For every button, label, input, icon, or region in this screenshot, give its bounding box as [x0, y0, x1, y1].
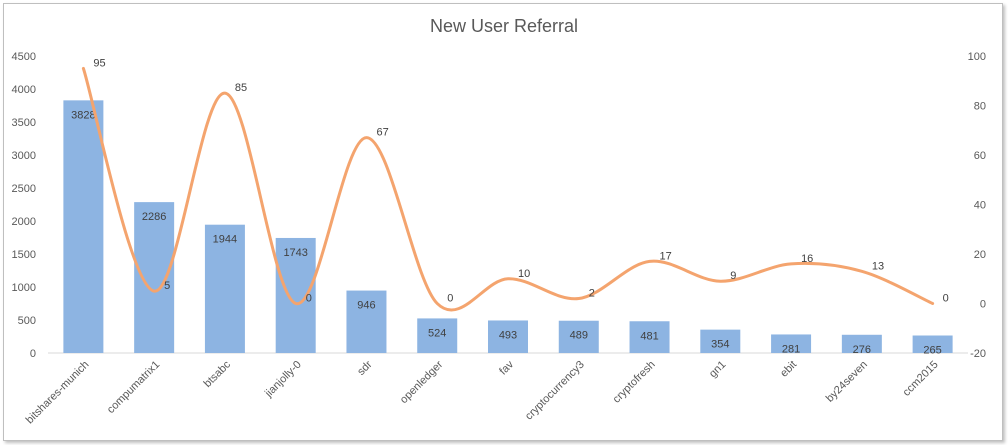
bar-data-label: 481	[640, 330, 658, 342]
bar	[558, 320, 599, 353]
bar	[700, 329, 741, 353]
line-data-label: 0	[306, 293, 312, 305]
line-data-labels: 95 5 85 0 67 0 10 2 17 9 16 13 0	[93, 57, 948, 304]
line-data-label: 16	[801, 253, 813, 265]
bar	[771, 334, 812, 353]
category-label: cryptofresh	[611, 359, 658, 406]
bar	[204, 224, 245, 353]
category-labels: bitshares-munich compumatrix1 btsabc jianjo…	[24, 358, 941, 426]
bar-data-label: 265	[923, 345, 941, 357]
line-series	[81, 66, 935, 312]
bar	[134, 202, 175, 353]
bar-data-label: 2286	[142, 211, 166, 223]
category-label: sdr	[355, 358, 375, 378]
category-label: gn1	[707, 359, 728, 380]
bar	[63, 100, 104, 354]
line-data-label: 10	[518, 268, 530, 280]
bar	[417, 318, 458, 353]
right-tick-label: 60	[974, 150, 986, 162]
bar	[841, 334, 882, 353]
line-data-label: 17	[660, 250, 672, 262]
right-tick-label: 20	[974, 249, 986, 261]
bar-data-label: 354	[711, 339, 729, 351]
line-data-label: 5	[164, 280, 170, 292]
line-data-label: 95	[93, 57, 105, 69]
category-label: ccm2015	[901, 359, 941, 399]
bar-series	[63, 100, 953, 354]
bar-data-label: 281	[782, 343, 800, 355]
left-tick-label: 3500	[12, 117, 36, 129]
bar	[488, 320, 528, 353]
line-data-label: 0	[447, 293, 453, 305]
line-data-label: 67	[376, 127, 388, 139]
bar	[346, 290, 387, 353]
line-data-label: 85	[235, 82, 247, 94]
left-tick-label: 3000	[12, 150, 36, 162]
line-data-label: 9	[730, 270, 736, 282]
left-tick-label: 4500	[12, 51, 36, 63]
right-axis: -20 0 20 40 60 80 100	[968, 51, 986, 360]
category-label: ebit	[778, 359, 799, 380]
line-data-label: 0	[943, 293, 949, 305]
left-tick-label: 500	[18, 315, 36, 327]
right-tick-label: 40	[974, 200, 986, 212]
bar-data-labels: 3828 2286 1944 1743 946 524 493 489 481 354 281 276…	[71, 109, 942, 356]
right-tick-label: -20	[970, 348, 986, 360]
bar	[629, 321, 670, 353]
category-label: btsabc	[202, 358, 234, 390]
bar-data-label: 276	[853, 344, 871, 356]
bar	[912, 335, 953, 353]
left-axis: 0 500 1000 1500 2000 2500 3000 3500 4000 4500	[12, 51, 36, 360]
line-data-label: 13	[872, 260, 884, 272]
bar-data-label: 489	[570, 330, 588, 342]
left-tick-label: 1500	[12, 249, 36, 261]
left-tick-label: 2000	[12, 216, 36, 228]
left-tick-label: 0	[30, 348, 36, 360]
left-tick-label: 1000	[12, 282, 36, 294]
category-label: compumatrix1	[105, 359, 162, 416]
right-tick-label: 80	[974, 101, 986, 113]
category-label: bitshares-munich	[24, 359, 92, 427]
bar-data-label: 1944	[213, 234, 237, 246]
chart-title: New User Referral	[429, 16, 579, 36]
category-label: fav	[497, 358, 516, 377]
line-data-label: 2	[589, 288, 595, 300]
right-tick-label: 100	[968, 51, 986, 63]
category-label: openledger	[398, 358, 446, 406]
bar-data-label: 524	[428, 327, 446, 339]
left-tick-label: 2500	[12, 183, 36, 195]
right-tick-label: 0	[980, 299, 986, 311]
bar-data-label: 1743	[283, 247, 307, 259]
bar	[275, 237, 316, 353]
bar-data-label: 3828	[71, 109, 95, 121]
bar-data-label: 946	[357, 300, 375, 312]
category-label: by24seven	[824, 359, 870, 405]
category-label: jianjolly-0	[262, 359, 304, 401]
bar-data-label: 493	[499, 329, 517, 341]
left-tick-label: 4000	[12, 84, 36, 96]
category-label: cryptocurrency3	[523, 359, 587, 423]
